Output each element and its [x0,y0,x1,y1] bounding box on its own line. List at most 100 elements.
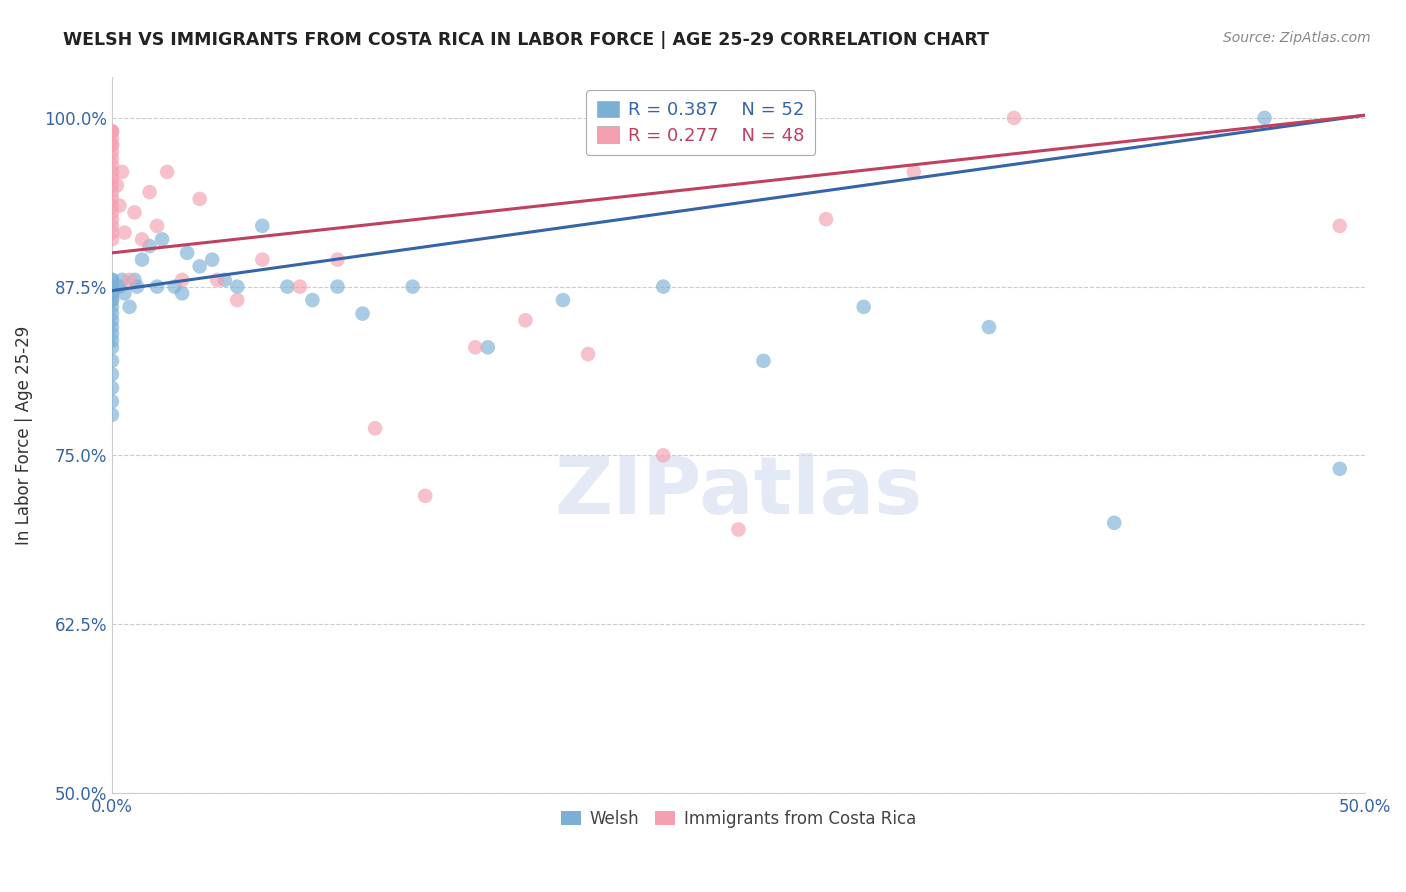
Point [477,340,499,354]
Text: ZIPatlas: ZIPatlas [554,453,922,532]
Point [146,219,169,233]
Point [108,279,131,293]
Point [101,137,124,152]
Point [852,300,875,314]
Point [101,185,124,199]
Point [752,354,775,368]
Point [111,165,134,179]
Point [105,178,128,193]
Point [727,523,749,537]
Point [101,313,124,327]
Point [1329,462,1351,476]
Point [163,279,186,293]
Point [464,340,486,354]
Point [301,293,323,307]
Point [101,219,124,233]
Point [101,381,124,395]
Point [118,300,141,314]
Point [188,260,211,274]
Point [101,293,124,307]
Point [364,421,387,435]
Point [188,192,211,206]
Point [114,226,136,240]
Point [101,124,124,138]
Point [101,165,124,179]
Point [108,199,131,213]
Point [101,286,124,301]
Point [138,185,160,199]
Point [101,137,124,152]
Point [111,273,134,287]
Point [156,165,179,179]
Point [124,273,146,287]
Point [101,368,124,382]
Point [201,252,224,267]
Point [101,131,124,145]
Point [101,124,124,138]
Point [101,320,124,334]
Point [977,320,1000,334]
Point [101,205,124,219]
Point [576,347,599,361]
Point [226,279,249,293]
Point [101,334,124,348]
Point [101,408,124,422]
Point [352,307,374,321]
Point [101,307,124,321]
Point [176,245,198,260]
Point [124,205,146,219]
Point [101,279,124,293]
Point [252,219,274,233]
Point [101,273,124,287]
Point [101,340,124,354]
Point [101,226,124,240]
Point [101,145,124,159]
Point [118,273,141,287]
Point [150,232,173,246]
Y-axis label: In Labor Force | Age 25-29: In Labor Force | Age 25-29 [15,326,32,545]
Text: WELSH VS IMMIGRANTS FROM COSTA RICA IN LABOR FORCE | AGE 25-29 CORRELATION CHART: WELSH VS IMMIGRANTS FROM COSTA RICA IN L… [63,31,990,49]
Point [226,293,249,307]
Point [401,279,423,293]
Point [146,279,169,293]
Text: Source: ZipAtlas.com: Source: ZipAtlas.com [1223,31,1371,45]
Point [101,300,124,314]
Point [101,326,124,341]
Point [101,279,124,293]
Point [815,212,838,227]
Point [101,354,124,368]
Point [138,239,160,253]
Point [413,489,436,503]
Point [101,273,124,287]
Legend: Welsh, Immigrants from Costa Rica: Welsh, Immigrants from Costa Rica [554,803,922,834]
Point [101,171,124,186]
Point [125,279,148,293]
Point [101,232,124,246]
Point [101,286,124,301]
Point [652,448,675,462]
Point [652,279,675,293]
Point [326,279,349,293]
Point [515,313,537,327]
Point [288,279,311,293]
Point [1329,219,1351,233]
Point [252,252,274,267]
Point [131,232,153,246]
Point [1002,111,1025,125]
Point [326,252,349,267]
Point [114,286,136,301]
Point [172,273,194,287]
Point [101,158,124,172]
Point [101,192,124,206]
Point [101,124,124,138]
Point [551,293,574,307]
Point [276,279,298,293]
Point [172,286,194,301]
Point [101,293,124,307]
Point [1253,111,1275,125]
Point [131,252,153,267]
Point [1102,516,1125,530]
Point [101,178,124,193]
Point [101,394,124,409]
Point [205,273,228,287]
